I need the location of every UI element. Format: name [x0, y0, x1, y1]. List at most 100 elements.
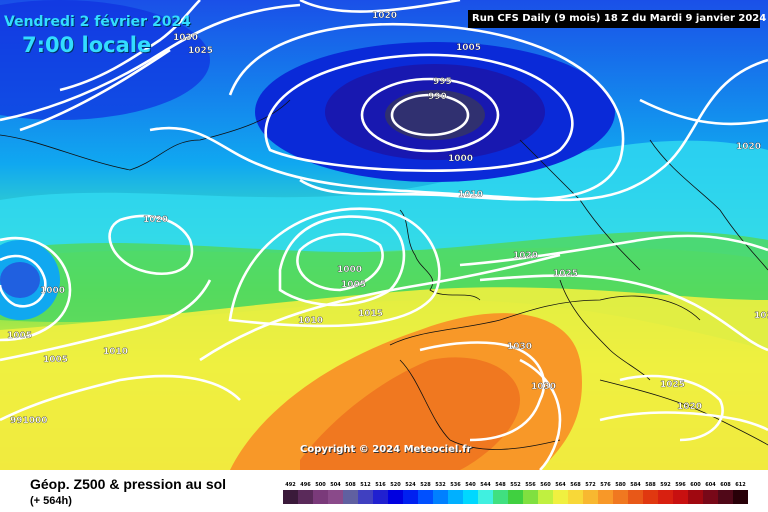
scale-label: 604 — [705, 482, 716, 488]
scale-label: 536 — [450, 482, 461, 488]
isobar-label: 1010 — [298, 316, 323, 326]
scale-label: 532 — [435, 482, 446, 488]
scale-swatch — [418, 490, 433, 504]
scale-swatch — [688, 490, 703, 504]
run-info: Run CFS Daily (9 mois) 18 Z du Mardi 9 j… — [468, 10, 766, 28]
isobar-1025-eu — [479, 274, 768, 352]
scale-label: 496 — [300, 482, 311, 488]
scale-swatch — [508, 490, 523, 504]
isobar-1015 — [199, 253, 561, 362]
isobar-label: 1025 — [188, 46, 213, 56]
scale-swatch — [343, 490, 358, 504]
scale-label: 516 — [375, 482, 386, 488]
isobar-label: 1020 — [513, 251, 538, 261]
scale-label: 588 — [645, 482, 656, 488]
scale-label: 508 — [345, 482, 356, 488]
scale-swatch — [553, 490, 568, 504]
scale-label: 504 — [330, 482, 341, 488]
isobar-label: 1020 — [736, 142, 761, 152]
forecast-date: Vendredi 2 février 2024 — [4, 14, 191, 30]
weather-map: 1020 1030 1025 1005 995 990 1000 1010 10… — [0, 0, 768, 470]
isobar-label: 1020 — [677, 402, 702, 412]
field-left-low-core — [0, 262, 40, 298]
isobar-label: 995 — [433, 77, 452, 87]
isobar-label: 1010 — [103, 347, 128, 357]
isobar-w-low — [0, 374, 241, 422]
scale-label: 596 — [675, 482, 686, 488]
scale-swatch — [433, 490, 448, 504]
isobar-990 — [390, 93, 470, 137]
scale-swatch — [448, 490, 463, 504]
isobar-1025-tl — [0, 3, 301, 122]
scale-label: 500 — [315, 482, 326, 488]
isobar-1020-se — [599, 411, 768, 432]
scale-swatch — [478, 490, 493, 504]
scale-label: 608 — [720, 482, 731, 488]
scale-label: 520 — [390, 482, 401, 488]
scale-label: 492 — [285, 482, 296, 488]
scale-label: 580 — [615, 482, 626, 488]
forecast-offset: (+ 564h) — [30, 495, 72, 507]
forecast-time: 7:00 locale — [22, 33, 152, 57]
isobar-1005-north — [228, 23, 625, 201]
scale-label: 556 — [525, 482, 536, 488]
scale-swatch — [718, 490, 733, 504]
scale-label: 600 — [690, 482, 701, 488]
isobar-1010-w — [0, 279, 212, 362]
isobar-995 — [360, 77, 500, 153]
scale-swatch — [358, 490, 373, 504]
scale-label: 524 — [405, 482, 416, 488]
scale-swatch — [568, 490, 583, 504]
isobar-1030-a — [419, 341, 546, 442]
isobar-label: 1010 — [458, 190, 483, 200]
isobar-label: 1005 — [43, 355, 68, 365]
isobar-label: 1000 — [40, 286, 65, 296]
scale-swatch — [658, 490, 673, 504]
copyright-text: Copyright © 2024 Meteociel.fr — [300, 444, 472, 455]
field-band-540 — [0, 140, 768, 260]
scale-swatch — [598, 490, 613, 504]
scale-label: 540 — [465, 482, 476, 488]
scale-label: 576 — [600, 482, 611, 488]
isobar-label: 1020 — [372, 11, 397, 21]
map-canvas: 1020 1030 1025 1005 995 990 1000 1010 10… — [0, 0, 768, 470]
scale-label: 564 — [555, 482, 566, 488]
isobar-label: 1025 — [660, 380, 685, 390]
isobar-label: 1005 — [456, 43, 481, 53]
isobar-label: 1030 — [507, 342, 532, 352]
scale-swatch — [283, 490, 298, 504]
scale-label: 560 — [540, 482, 551, 488]
isobar-1005-w — [0, 236, 72, 342]
scale-label: 572 — [585, 482, 596, 488]
isobar-1000-north — [264, 53, 574, 172]
isobar-label: 1000 — [337, 265, 362, 275]
isobar-label: 1015 — [358, 309, 383, 319]
scale-swatch — [388, 490, 403, 504]
isobar-label: 1025 — [553, 269, 578, 279]
scale-label: 584 — [630, 482, 641, 488]
map-title: Géop. Z500 & pression au sol — [30, 476, 227, 492]
isobar-1030-b — [519, 358, 562, 470]
scale-swatch — [298, 490, 313, 504]
scale-swatch — [733, 490, 748, 504]
scale-label: 544 — [480, 482, 491, 488]
isobars — [0, 0, 768, 470]
scale-swatch — [403, 490, 418, 504]
field-top-left — [0, 0, 210, 120]
isobar-label: 1030 — [531, 382, 556, 392]
isobar-label: 1005 — [7, 331, 32, 341]
isobar-label: 1000 — [448, 154, 473, 164]
scale-swatch — [703, 490, 718, 504]
scale-swatch — [628, 490, 643, 504]
isobar-label: 1005 — [341, 280, 366, 290]
scale-swatch — [328, 490, 343, 504]
scale-swatch — [583, 490, 598, 504]
scale-label: 548 — [495, 482, 506, 488]
scale-swatch — [373, 490, 388, 504]
scale-label: 528 — [420, 482, 431, 488]
isobar-1030-tl — [59, 0, 201, 92]
field-ridge-core — [300, 357, 520, 470]
isobar-1000-atl — [296, 233, 384, 292]
isobar-1020-tl — [19, 48, 171, 132]
scale-swatch — [613, 490, 628, 504]
